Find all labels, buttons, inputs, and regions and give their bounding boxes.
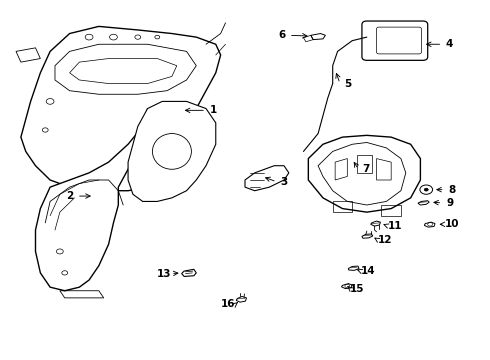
Text: 8: 8 xyxy=(448,185,456,195)
Text: 1: 1 xyxy=(210,105,217,115)
Text: 10: 10 xyxy=(445,219,459,229)
Text: 13: 13 xyxy=(156,269,171,279)
Polygon shape xyxy=(182,269,196,276)
Polygon shape xyxy=(311,33,325,40)
Text: 11: 11 xyxy=(387,221,402,231)
Ellipse shape xyxy=(152,134,192,169)
Polygon shape xyxy=(418,201,429,205)
Polygon shape xyxy=(21,26,220,191)
Polygon shape xyxy=(342,284,352,289)
Polygon shape xyxy=(424,222,435,227)
Text: 2: 2 xyxy=(66,191,73,201)
Text: 7: 7 xyxy=(362,164,369,174)
Text: 5: 5 xyxy=(343,78,351,89)
Polygon shape xyxy=(348,266,359,270)
Polygon shape xyxy=(308,135,420,212)
Polygon shape xyxy=(362,234,373,238)
FancyBboxPatch shape xyxy=(362,21,428,60)
Text: 3: 3 xyxy=(280,177,288,187)
Text: 12: 12 xyxy=(378,235,392,245)
Circle shape xyxy=(424,188,428,191)
Polygon shape xyxy=(371,221,380,226)
FancyBboxPatch shape xyxy=(376,27,421,54)
Polygon shape xyxy=(245,166,289,191)
Polygon shape xyxy=(128,102,216,202)
Polygon shape xyxy=(236,296,246,302)
Text: 16: 16 xyxy=(220,299,235,309)
Polygon shape xyxy=(35,109,147,291)
Text: 15: 15 xyxy=(350,284,365,294)
Text: 4: 4 xyxy=(446,39,453,49)
Text: 9: 9 xyxy=(446,198,453,208)
Text: 6: 6 xyxy=(278,30,285,40)
Text: 14: 14 xyxy=(361,266,375,276)
